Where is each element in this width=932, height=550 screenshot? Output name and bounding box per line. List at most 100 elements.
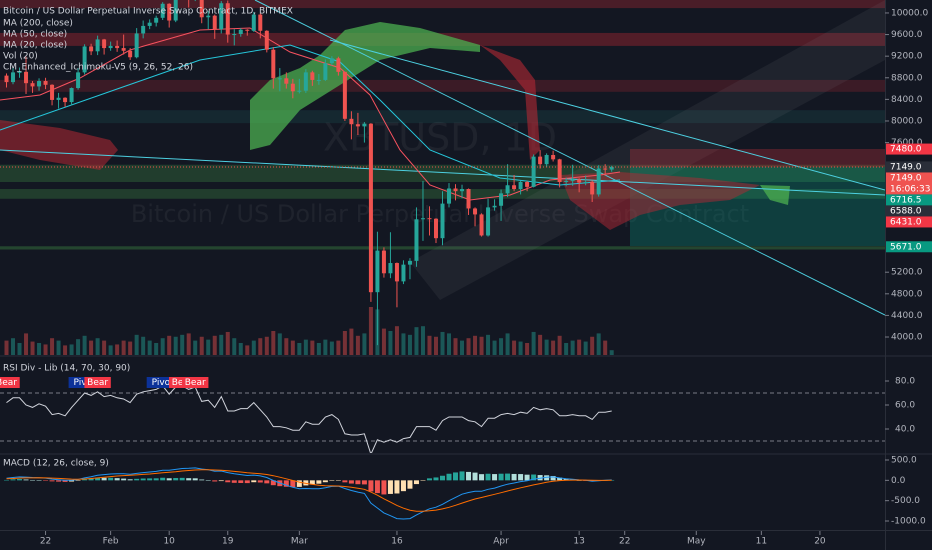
x-tick-label: 19 bbox=[222, 537, 234, 547]
macd-histogram-bar bbox=[563, 478, 569, 481]
x-tick-label: Mar bbox=[291, 537, 308, 547]
volume-bar bbox=[460, 340, 465, 355]
y-tick-label: 8800.0 bbox=[891, 73, 923, 83]
candle-body bbox=[277, 78, 282, 80]
volume-bar bbox=[603, 340, 608, 355]
candle-body bbox=[134, 33, 139, 58]
rsi-signal-label: Bear bbox=[185, 378, 206, 388]
macd-histogram-bar bbox=[335, 480, 341, 481]
volume-bar bbox=[381, 328, 386, 355]
volume-bar bbox=[577, 339, 582, 355]
candle-body bbox=[355, 124, 360, 127]
candle-body bbox=[420, 218, 425, 220]
price-label-box bbox=[886, 161, 932, 173]
macd-histogram-bar bbox=[531, 474, 537, 481]
volume-bar bbox=[505, 333, 510, 355]
volume-bar bbox=[4, 340, 9, 355]
candle-body bbox=[199, 0, 204, 18]
candle-body bbox=[141, 25, 146, 34]
macd-histogram-bar bbox=[173, 478, 179, 481]
volume-bar bbox=[11, 338, 16, 355]
x-tick-label: 10 bbox=[163, 537, 175, 547]
macd-histogram-bar bbox=[511, 473, 517, 481]
candle-body bbox=[557, 159, 562, 183]
macd-histogram-bar bbox=[446, 473, 452, 481]
candle-body bbox=[115, 45, 120, 49]
candle-body bbox=[466, 189, 471, 209]
candle-body bbox=[440, 203, 445, 239]
volume-bar bbox=[583, 341, 588, 355]
candle-body bbox=[512, 185, 517, 190]
watermark: XBTUSD, 1D bbox=[323, 116, 557, 160]
macd-histogram-bar bbox=[30, 479, 36, 481]
macd-histogram-bar bbox=[251, 480, 257, 483]
macd-histogram-bar bbox=[309, 480, 315, 485]
x-tick-label: 20 bbox=[814, 537, 826, 547]
macd-histogram-bar bbox=[544, 475, 550, 481]
macd-histogram-bar bbox=[166, 478, 172, 481]
macd-tick-label: 500.0 bbox=[891, 456, 917, 466]
volume-bar bbox=[329, 341, 334, 355]
macd-histogram-bar bbox=[205, 480, 211, 481]
macd-line bbox=[6, 467, 612, 520]
channel bbox=[410, 0, 885, 300]
macd-histogram-bar bbox=[121, 478, 127, 481]
volume-bar bbox=[525, 343, 530, 355]
rsi-signal-label: Pivot bbox=[152, 378, 175, 388]
y-tick-label: 4400.0 bbox=[891, 311, 923, 321]
axes: 10000.0 9600.0 9200.0 8800.0 8400.0 8000.0 760… bbox=[40, 8, 932, 547]
volume-bar bbox=[264, 336, 269, 355]
volume-bar bbox=[414, 327, 419, 355]
y-tick-label: 4000.0 bbox=[891, 333, 923, 343]
x-tick-label: 16 bbox=[391, 537, 403, 547]
trend-line bbox=[254, 0, 885, 316]
macd-histogram-bar bbox=[199, 479, 205, 481]
volume-bar bbox=[310, 340, 315, 355]
macd-histogram-bar bbox=[192, 478, 198, 481]
volume-bar bbox=[134, 334, 139, 355]
rsi-pane: BearPivotBearPivotBearBear bbox=[0, 377, 885, 453]
price-label-box bbox=[886, 241, 932, 253]
cloud-red bbox=[0, 120, 118, 170]
volume-bar bbox=[284, 338, 289, 355]
volume-bar bbox=[245, 345, 250, 355]
macd-histogram-bar bbox=[387, 480, 393, 494]
volume-bar bbox=[499, 338, 504, 355]
price-label: 7480.0 bbox=[890, 145, 922, 155]
volume-bar bbox=[50, 338, 55, 355]
volume-bar bbox=[219, 334, 224, 355]
rsi-tick-label: 60.0 bbox=[895, 401, 915, 411]
candle-body bbox=[95, 39, 100, 52]
zone bbox=[0, 79, 885, 92]
volume-bar bbox=[564, 343, 569, 355]
macd-histogram-bar bbox=[186, 478, 192, 481]
candle-body bbox=[323, 63, 328, 80]
volume-bar bbox=[43, 344, 48, 355]
y-tick-label: 8000.0 bbox=[891, 116, 923, 126]
candle-body bbox=[290, 83, 295, 92]
volume-bar bbox=[63, 345, 68, 355]
volume-bar bbox=[271, 331, 276, 355]
macd-histogram-bar bbox=[114, 478, 120, 481]
macd-histogram-bar bbox=[257, 480, 263, 483]
candle-body bbox=[329, 58, 334, 64]
candle-body bbox=[303, 72, 308, 91]
candle-body bbox=[433, 218, 438, 239]
macd-histogram-bar bbox=[153, 478, 159, 481]
macd-histogram-bar bbox=[394, 480, 400, 494]
x-tick-label: Feb bbox=[103, 537, 119, 547]
macd-histogram-bar bbox=[361, 480, 367, 485]
macd-histogram-bar bbox=[179, 477, 185, 481]
macd-histogram-bar bbox=[62, 480, 68, 482]
candle-body bbox=[570, 179, 575, 181]
cloud-red bbox=[480, 45, 540, 160]
candle-body bbox=[30, 83, 35, 87]
candle-body bbox=[258, 14, 263, 31]
macd-title: MACD (12, 26, close, 9) bbox=[3, 459, 109, 469]
volume-bar bbox=[466, 338, 471, 355]
rsi-signal-label: Bear bbox=[0, 378, 17, 388]
candle-body bbox=[427, 218, 432, 220]
volume-bar bbox=[167, 335, 172, 355]
macd-histogram-bar bbox=[576, 480, 582, 481]
